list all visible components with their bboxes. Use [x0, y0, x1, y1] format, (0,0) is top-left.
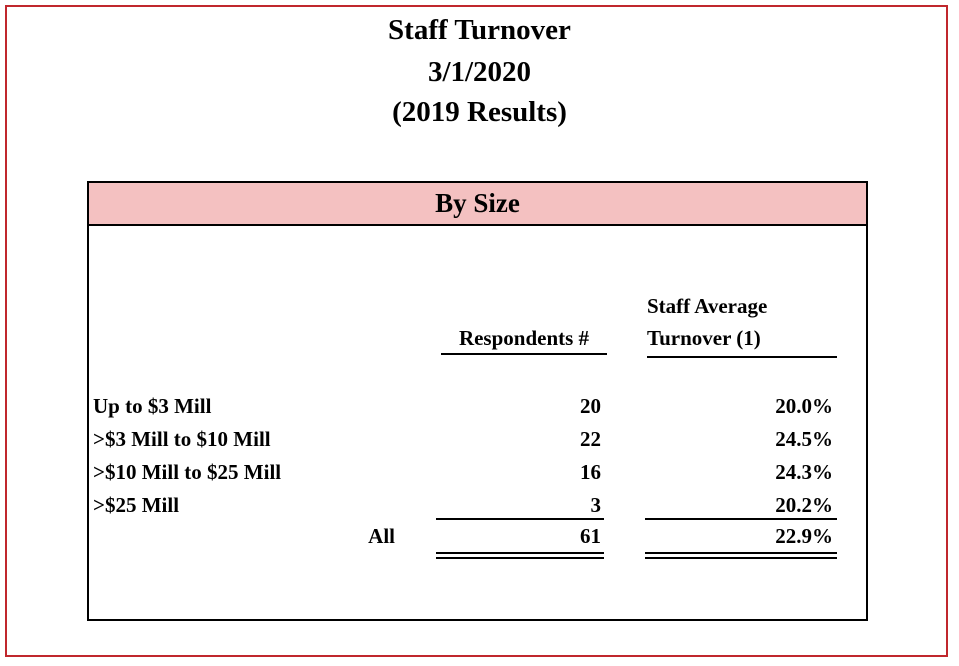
- total-double-rule-turnover: [645, 552, 837, 559]
- row-turnover: 24.5%: [775, 427, 833, 451]
- table-row: >$10 Mill to $25 Mill 16 24.3%: [89, 460, 866, 493]
- total-row: All 61 22.9%: [89, 524, 866, 557]
- section-header: By Size: [89, 183, 866, 226]
- row-respondents: 3: [590, 493, 602, 517]
- report-subtitle: (2019 Results): [392, 96, 567, 128]
- column-header-turnover: Staff Average Turnover (1): [647, 290, 837, 358]
- row-label: Up to $3 Mill: [93, 394, 212, 418]
- subtotal-rule-respondents: [436, 518, 604, 520]
- column-header-turnover-line1: Staff Average: [647, 294, 768, 318]
- row-label: >$25 Mill: [93, 493, 180, 517]
- column-header-turnover-line2: Turnover (1): [647, 326, 761, 350]
- subtotal-rule-turnover: [645, 518, 837, 520]
- page-frame: [5, 5, 948, 657]
- row-turnover: 24.3%: [775, 460, 833, 484]
- turnover-table: By Size Respondents # Staff Average Turn…: [87, 181, 868, 621]
- report-title: Staff Turnover: [388, 14, 571, 46]
- row-label: >$10 Mill to $25 Mill: [93, 460, 282, 484]
- total-turnover: 22.9%: [775, 524, 833, 548]
- row-turnover: 20.2%: [775, 493, 833, 517]
- table-row: Up to $3 Mill 20 20.0%: [89, 394, 866, 427]
- column-header-respondents: Respondents #: [441, 326, 607, 355]
- total-respondents: 61: [580, 524, 601, 548]
- row-label: >$3 Mill to $10 Mill: [93, 427, 271, 451]
- row-respondents: 16: [580, 460, 601, 484]
- row-turnover: 20.0%: [775, 394, 833, 418]
- row-respondents: 20: [580, 394, 601, 418]
- report-date: 3/1/2020: [427, 56, 532, 88]
- total-label: All: [368, 524, 395, 548]
- table-row: >$25 Mill 3 20.2%: [89, 493, 866, 526]
- total-double-rule-respondents: [436, 552, 604, 559]
- table-row: >$3 Mill to $10 Mill 22 24.5%: [89, 427, 866, 460]
- row-respondents: 22: [580, 427, 601, 451]
